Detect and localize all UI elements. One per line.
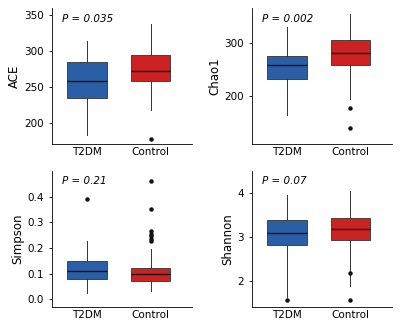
Bar — [267, 220, 307, 245]
Y-axis label: ACE: ACE — [8, 65, 21, 88]
Bar — [267, 56, 307, 79]
Text: P = 0.035: P = 0.035 — [62, 14, 113, 24]
Bar — [131, 55, 170, 81]
Bar — [68, 62, 107, 98]
Y-axis label: Simpson: Simpson — [12, 214, 24, 264]
Bar — [331, 218, 370, 240]
Text: P = 0.21: P = 0.21 — [62, 176, 106, 186]
Bar — [68, 261, 107, 279]
Y-axis label: Chao1: Chao1 — [208, 57, 221, 95]
Bar — [131, 268, 170, 281]
Text: P = 0.07: P = 0.07 — [262, 176, 306, 186]
Y-axis label: Shannon: Shannon — [221, 213, 234, 265]
Text: P = 0.002: P = 0.002 — [262, 14, 313, 24]
Bar — [331, 40, 370, 65]
